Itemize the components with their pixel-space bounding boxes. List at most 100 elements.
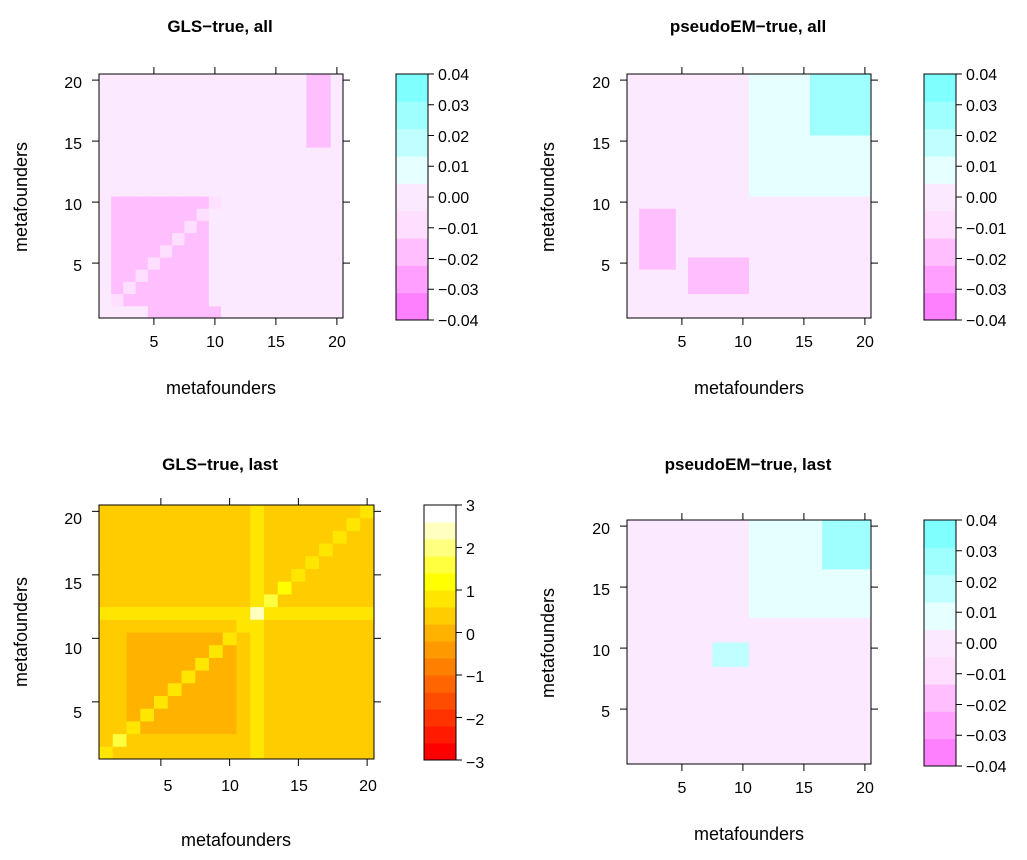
heatmap-cell [258,294,271,307]
heatmap-cell [294,86,307,99]
heatmap-cell [810,727,823,740]
heatmap-cell [319,746,333,759]
heatmap-cell [154,670,168,683]
heatmap-cell [347,619,361,632]
heatmap-cell [822,679,835,692]
heatmap-cell [184,147,197,160]
heatmap-cell [282,123,295,136]
heatmap-cell [786,532,799,545]
heatmap-cell [360,683,374,696]
heatmap-cell [172,294,185,307]
heatmap-cell [148,123,161,136]
heatmap-cell [712,752,725,765]
heatmap-cell [639,532,652,545]
heatmap-cell [140,657,154,670]
heatmap-cell [627,642,640,655]
heatmap-cell [639,557,652,570]
heatmap-cell [305,696,319,709]
heatmap-cell [221,184,234,197]
heatmap-cell [294,208,307,221]
heatmap-cell [700,281,713,294]
heatmap-cell [319,184,332,197]
heatmap-cell [113,734,127,747]
heatmap-cell [292,505,306,518]
heatmap-cell [333,734,347,747]
heatmap-cell [737,703,750,716]
heatmap-cell [798,245,811,258]
colorbar-swatch [424,522,456,540]
heatmap-cell [209,184,222,197]
heatmap-cell [113,556,127,569]
heatmap-cell [184,281,197,294]
heatmap-cell [237,721,251,734]
heatmap-cell [712,581,725,594]
heatmap-cell [725,752,738,765]
heatmap-cell [798,111,811,124]
heatmap-cell [197,147,210,160]
heatmap-cell [111,306,124,319]
heatmap-cell [360,670,374,683]
heatmap-cell [725,233,738,246]
colorbar-swatch [424,556,456,574]
heatmap-cell [154,594,168,607]
heatmap-cell [292,632,306,645]
heatmap-cell [786,220,799,233]
heatmap-cell [761,184,774,197]
heatmap-cell [834,727,847,740]
heatmap-cell [773,208,786,221]
heatmap-cell [651,654,664,667]
heatmap-cell [278,657,292,670]
colorbar-tick-label: 0 [466,627,475,644]
heatmap-cell [639,233,652,246]
heatmap-cell [221,196,234,209]
heatmap-cell [333,518,347,531]
heatmap-cell [822,220,835,233]
heatmap-cell [651,208,664,221]
heatmap-cell [676,618,689,631]
heatmap-cell [627,74,640,87]
heatmap-cell [182,569,196,582]
heatmap-cell [168,619,182,632]
heatmap-cell [197,208,210,221]
heatmap-cell [737,666,750,679]
heatmap-cell [319,708,333,721]
heatmap-cell [113,645,127,658]
heatmap-cell [725,557,738,570]
heatmap-cell [123,74,136,87]
heatmap-cell [761,135,774,148]
heatmap-cell [639,220,652,233]
y-tick-label: 10 [64,197,82,214]
heatmap-cell [319,220,332,233]
heatmap-cell [676,752,689,765]
heatmap-cell [184,233,197,246]
heatmap-cell [168,594,182,607]
heatmap-cell [786,691,799,704]
heatmap-cell [786,245,799,258]
heatmap-cell [282,306,295,319]
colorbar-swatch [424,641,456,659]
heatmap-cell [627,532,640,545]
heatmap-cell [651,233,664,246]
heatmap-cell [676,172,689,185]
heatmap-cell [306,147,319,160]
heatmap-cell [737,306,750,319]
heatmap-cell [319,505,333,518]
heatmap-cell [264,657,278,670]
heatmap-cell [264,632,278,645]
heatmap-cell [333,530,347,543]
heatmap-cell [136,257,149,270]
heatmap-cell [664,605,677,618]
heatmap-cell [676,135,689,148]
heatmap-cell [209,86,222,99]
heatmap-cell [786,159,799,172]
heatmap-cell [676,111,689,124]
heatmap-cell [810,208,823,221]
heatmap-cell [182,683,196,696]
heatmap-cell [761,544,774,557]
heatmap-cell [834,605,847,618]
heatmap-cell [333,683,347,696]
heatmap-cell [197,233,210,246]
heatmap-cell [700,135,713,148]
heatmap-cell [331,306,344,319]
heatmap-cell [786,569,799,582]
